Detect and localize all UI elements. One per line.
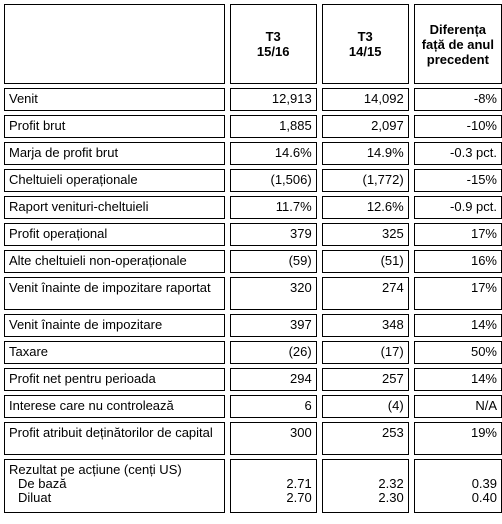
row-value-t3-14-15: 274	[321, 277, 409, 310]
row-value-t3-14-15: 253	[321, 422, 409, 455]
eps-values-t3-15-16: 2.71 2.70	[229, 459, 317, 513]
row-value-t3-15-16: 300	[229, 422, 317, 455]
row-value-t3-15-16: 1,885	[229, 115, 317, 138]
table-row: Profit brut 1,885 2,097 -10%	[4, 115, 502, 138]
row-value-difference: -0.3 pct.	[413, 142, 502, 165]
row-label: Raport venituri-cheltuieli	[4, 196, 225, 219]
row-value-t3-15-16: 6	[229, 395, 317, 418]
header-col2-line2: 14/15	[348, 44, 382, 59]
eps-basic-label: De bază	[18, 476, 67, 491]
eps-label-cell: Rezultat pe acțiune (cenți US) De bază D…	[4, 459, 225, 513]
header-col3-line2: față de anul	[421, 36, 494, 52]
row-label: Profit operațional	[4, 223, 225, 246]
row-label: Marja de profit brut	[4, 142, 225, 165]
table-row: Venit înainte de impozitare raportat 320…	[4, 277, 502, 310]
header-col3-line1: Diferența	[429, 21, 487, 37]
table-row: Profit atribuit deținătorilor de capital…	[4, 422, 502, 455]
row-value-t3-14-15: 348	[321, 314, 409, 337]
row-value-t3-15-16: 14.6%	[229, 142, 317, 165]
eps-values-t3-14-15: 2.32 2.30	[321, 459, 409, 513]
header-t3-14-15: T3 14/15	[321, 4, 409, 84]
row-value-difference: 19%	[413, 422, 502, 455]
row-value-difference: 50%	[413, 341, 502, 364]
row-value-t3-15-16: (1,506)	[229, 169, 317, 192]
row-value-difference: 17%	[413, 223, 502, 246]
row-label: Profit brut	[4, 115, 225, 138]
header-t3-15-16: T3 15/16	[229, 4, 317, 84]
header-col1-line1: T3	[265, 29, 281, 44]
row-label: Venit înainte de impozitare	[4, 314, 225, 337]
row-label: Profit net pentru perioada	[4, 368, 225, 391]
row-value-t3-14-15: (17)	[321, 341, 409, 364]
table-header-row: T3 15/16 T3 14/15 Diferența față de anul…	[4, 4, 502, 84]
row-value-t3-15-16: 11.7%	[229, 196, 317, 219]
table-row: Cheltuieli operaționale (1,506) (1,772) …	[4, 169, 502, 192]
row-label: Interese care nu controlează	[4, 395, 225, 418]
eps-diluted-v3: 0.40	[471, 490, 497, 505]
row-value-t3-14-15: 14,092	[321, 88, 409, 111]
table-row: Venit 12,913 14,092 -8%	[4, 88, 502, 111]
row-value-t3-15-16: 12,913	[229, 88, 317, 111]
row-value-t3-14-15: 257	[321, 368, 409, 391]
row-value-difference: 16%	[413, 250, 502, 273]
row-value-t3-15-16: (59)	[229, 250, 317, 273]
eps-label: Rezultat pe acțiune (cenți US)	[9, 462, 182, 477]
eps-values-difference: 0.39 0.40	[413, 459, 502, 513]
row-label: Profit atribuit deținătorilor de capital	[4, 422, 225, 455]
row-value-difference: N/A	[413, 395, 502, 418]
row-value-t3-15-16: 294	[229, 368, 317, 391]
row-value-t3-15-16: 397	[229, 314, 317, 337]
row-value-difference: 14%	[413, 314, 502, 337]
row-label: Cheltuieli operaționale	[4, 169, 225, 192]
row-value-difference: -15%	[413, 169, 502, 192]
eps-basic-v1: 2.71	[286, 476, 312, 491]
row-value-t3-15-16: 379	[229, 223, 317, 246]
eps-diluted-v2: 2.30	[378, 490, 404, 505]
row-value-difference: 14%	[413, 368, 502, 391]
row-value-difference: 17%	[413, 277, 502, 310]
eps-basic-v2: 2.32	[378, 476, 404, 491]
table-row: Raport venituri-cheltuieli 11.7% 12.6% -…	[4, 196, 502, 219]
row-value-difference: -8%	[413, 88, 502, 111]
table-row: Venit înainte de impozitare 397 348 14%	[4, 314, 502, 337]
row-value-t3-14-15: (4)	[321, 395, 409, 418]
row-value-t3-15-16: (26)	[229, 341, 317, 364]
row-value-t3-14-15: (51)	[321, 250, 409, 273]
row-value-difference: -10%	[413, 115, 502, 138]
header-difference: Diferența față de anul precedent	[413, 4, 502, 84]
header-empty-cell	[4, 4, 225, 84]
row-value-t3-14-15: 14.9%	[321, 142, 409, 165]
row-label: Venit	[4, 88, 225, 111]
row-value-t3-14-15: (1,772)	[321, 169, 409, 192]
eps-diluted-label: Diluat	[18, 490, 52, 505]
table-row: Profit net pentru perioada 294 257 14%	[4, 368, 502, 391]
eps-diluted-v1: 2.70	[286, 490, 312, 505]
table-row: Marja de profit brut 14.6% 14.9% -0.3 pc…	[4, 142, 502, 165]
table-row: Taxare (26) (17) 50%	[4, 341, 502, 364]
table-row: Alte cheltuieli non-operaționale (59) (5…	[4, 250, 502, 273]
row-label: Venit înainte de impozitare raportat	[4, 277, 225, 310]
row-value-difference: -0.9 pct.	[413, 196, 502, 219]
row-value-t3-14-15: 12.6%	[321, 196, 409, 219]
row-value-t3-14-15: 2,097	[321, 115, 409, 138]
row-label: Alte cheltuieli non-operaționale	[4, 250, 225, 273]
header-col1-line2: 15/16	[256, 44, 290, 59]
header-col2-line1: T3	[357, 29, 373, 44]
row-value-t3-14-15: 325	[321, 223, 409, 246]
eps-basic-v3: 0.39	[471, 476, 497, 491]
table-row: Profit operațional 379 325 17%	[4, 223, 502, 246]
row-label: Taxare	[4, 341, 225, 364]
eps-row: Rezultat pe acțiune (cenți US) De bază D…	[4, 459, 502, 513]
header-col3-line3: precedent	[426, 51, 489, 67]
table-row: Interese care nu controlează 6 (4) N/A	[4, 395, 502, 418]
row-value-t3-15-16: 320	[229, 277, 317, 310]
